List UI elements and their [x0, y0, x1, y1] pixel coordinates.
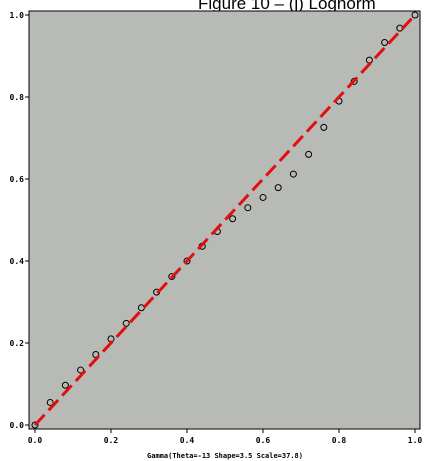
y-tick-label: 1.0 [10, 11, 25, 20]
x-axis-label: Gamma(Theta=-13 Shape=3.5 Scale=37.8) [147, 452, 303, 460]
point [289, 170, 297, 178]
point [61, 381, 69, 389]
point [122, 319, 130, 327]
x-tick-label: 0.4 [180, 436, 195, 445]
point [183, 257, 191, 265]
point [77, 366, 85, 374]
y-tick-label: 0.8 [10, 93, 25, 102]
point [168, 273, 176, 281]
point [320, 123, 328, 131]
point [31, 421, 39, 429]
x-tick-label: 0.6 [256, 436, 271, 445]
x-tick-label: 0.0 [28, 436, 43, 445]
plot-area [28, 10, 421, 430]
reference-line [33, 13, 417, 427]
x-tick-label: 0.2 [104, 436, 119, 445]
point [305, 150, 313, 158]
point [274, 184, 282, 192]
point [259, 193, 267, 201]
y-tick-label: 0.4 [10, 257, 25, 266]
y-tick-label: 0.6 [10, 175, 25, 184]
x-tick-label: 0.8 [332, 436, 347, 445]
y-tick-label: 0.0 [10, 421, 25, 430]
point [46, 398, 54, 406]
point [411, 11, 419, 19]
x-tick-label: 1.0 [408, 436, 423, 445]
point [244, 204, 252, 212]
point [229, 215, 237, 223]
y-tick-label: 0.2 [10, 339, 25, 348]
chart-title: Figure 10 – (j) Lognorm [198, 0, 376, 13]
